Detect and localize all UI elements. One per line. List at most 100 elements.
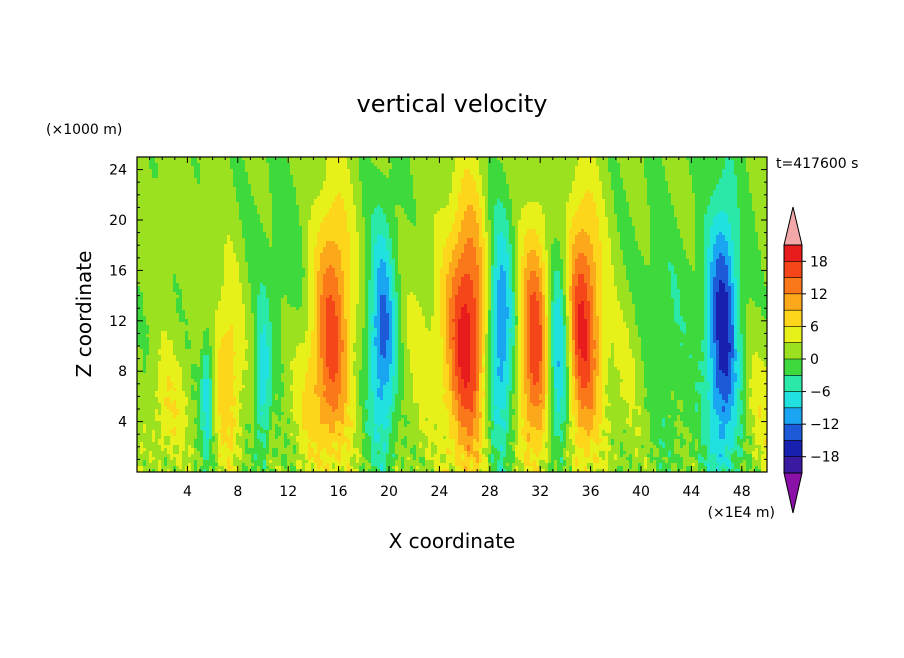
field-cell: [602, 280, 615, 284]
field-cell: [668, 265, 675, 269]
field-cell: [488, 160, 501, 164]
field-cell: [593, 373, 600, 377]
field-cell: [227, 235, 231, 239]
field-cell: [341, 364, 348, 368]
field-cell: [365, 280, 369, 284]
field-cell: [554, 310, 561, 314]
field-cell: [362, 355, 369, 359]
field-cell: [512, 349, 516, 353]
field-cell: [572, 361, 576, 365]
field-cell: [317, 292, 324, 296]
field-cell: [350, 322, 357, 326]
field-cell: [341, 379, 348, 383]
field-cell: [743, 349, 747, 353]
field-cell: [407, 307, 423, 311]
field-cell: [302, 298, 309, 302]
field-cell: [563, 292, 567, 296]
field-cell: [215, 310, 246, 314]
field-cell: [263, 328, 267, 332]
field-cell: [317, 241, 327, 245]
field-cell: [317, 289, 324, 293]
field-cell: [605, 205, 615, 209]
field-cell: [287, 160, 327, 164]
field-cell: [446, 322, 450, 326]
field-cell: [551, 364, 555, 368]
field-cell: [356, 208, 363, 212]
field-cell: [755, 211, 767, 215]
field-cell: [764, 283, 767, 287]
field-cell: [296, 346, 312, 350]
field-cell: [335, 268, 342, 272]
field-cell: [494, 331, 498, 335]
field-cell: [245, 316, 255, 320]
field-cell: [524, 343, 528, 347]
field-cell: [464, 304, 468, 308]
field-cell: [572, 385, 576, 389]
field-cell: [587, 319, 591, 323]
field-cell: [392, 322, 396, 326]
field-cell: [497, 304, 507, 308]
field-cell: [380, 385, 384, 389]
field-cell: [575, 334, 579, 338]
field-cell: [173, 382, 183, 386]
field-cell: [605, 214, 618, 218]
field-cell: [452, 337, 459, 341]
field-cell: [407, 304, 420, 308]
field-cell: [521, 367, 525, 371]
field-cell: [548, 373, 552, 377]
field-cell: [371, 160, 390, 164]
field-cell: [137, 157, 150, 161]
field-cell: [272, 199, 297, 203]
field-cell: [269, 349, 273, 353]
field-cell: [671, 289, 681, 293]
field-cell: [551, 283, 555, 287]
field-cell: [695, 253, 705, 257]
field-cell: [452, 376, 459, 380]
field-cell: [752, 202, 767, 206]
field-cell: [710, 244, 714, 248]
field-cell: [434, 223, 453, 227]
field-cell: [488, 172, 507, 176]
field-cell: [185, 340, 192, 344]
field-cell: [521, 298, 525, 302]
field-cell: [548, 382, 552, 386]
field-cell: [494, 220, 510, 224]
field-cell: [593, 292, 597, 296]
field-cell: [710, 241, 717, 245]
field-cell: [344, 277, 351, 281]
field-cell: [599, 364, 603, 368]
field-cell: [710, 322, 714, 326]
field-cell: [491, 274, 495, 278]
field-cell: [542, 328, 546, 332]
field-cell: [302, 244, 309, 248]
field-cell: [701, 349, 708, 353]
field-cell: [518, 295, 522, 299]
field-cell: [539, 304, 543, 308]
field-cell: [317, 373, 324, 377]
field-cell: [482, 175, 489, 179]
field-cell: [491, 325, 495, 329]
field-cell: [716, 235, 726, 239]
field-cell: [242, 226, 264, 230]
field-cell: [482, 187, 489, 191]
field-cell: [290, 169, 327, 173]
field-cell: [524, 364, 528, 368]
field-cell: [137, 253, 225, 257]
field-cell: [221, 343, 234, 347]
field-cell: [191, 346, 204, 350]
field-cell: [575, 349, 582, 353]
field-cell: [530, 313, 540, 317]
field-cell: [248, 265, 303, 269]
field-cell: [416, 211, 438, 215]
field-cell: [416, 202, 450, 206]
field-cell: [395, 352, 399, 356]
field-cell: [410, 370, 444, 374]
field-cell: [560, 277, 564, 281]
field-cell: [416, 217, 435, 221]
field-cell: [308, 367, 318, 371]
field-cell: [644, 262, 651, 266]
field-cell: [302, 232, 309, 236]
field-cell: [371, 331, 378, 335]
field-cell: [215, 313, 246, 317]
field-cell: [530, 328, 543, 332]
